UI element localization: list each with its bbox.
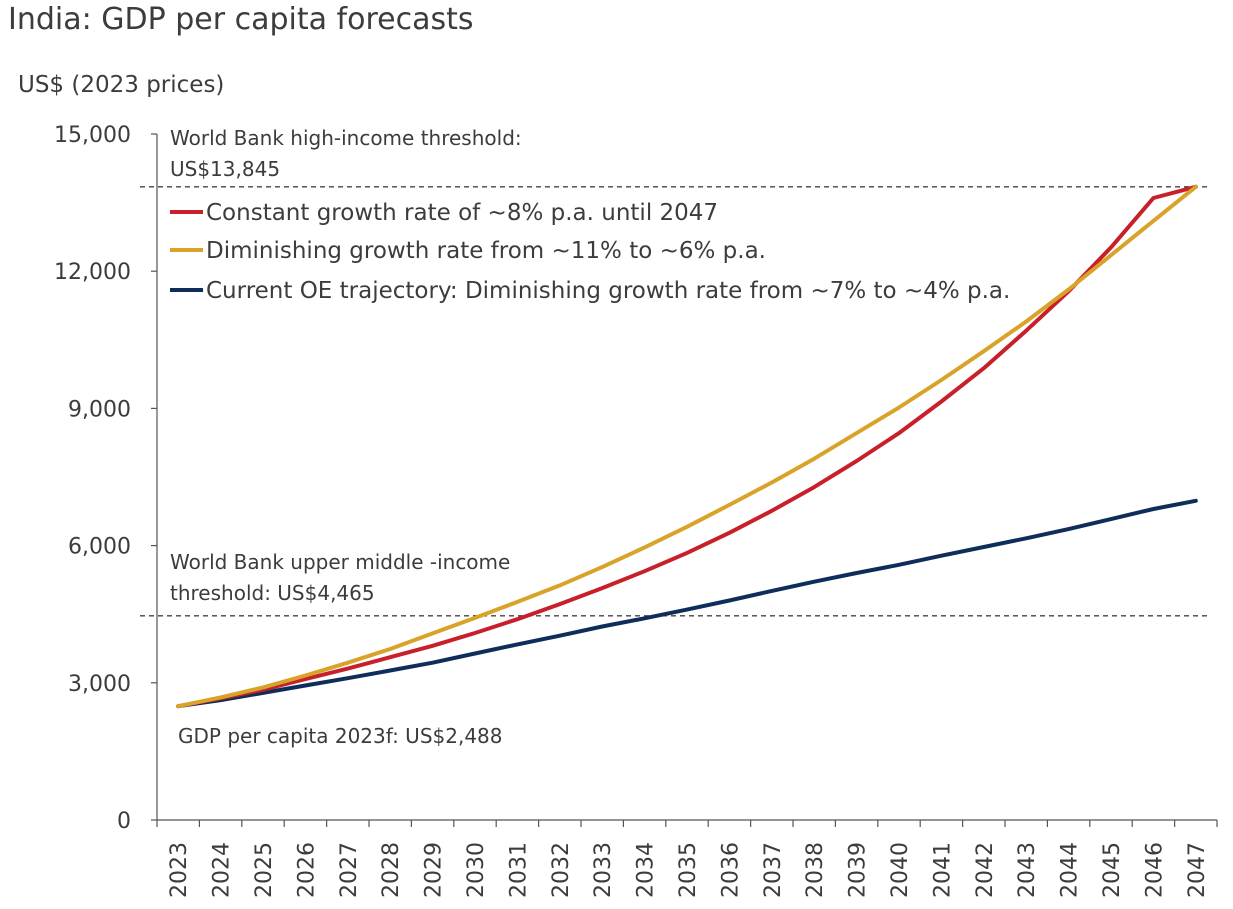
- x-tick-label: 2045: [1100, 842, 1125, 898]
- x-tick-label: 2041: [930, 842, 955, 898]
- y-tick-label: 12,000: [54, 260, 131, 285]
- y-tick-label: 6,000: [68, 535, 131, 560]
- x-tick-label: 2043: [1015, 842, 1040, 898]
- x-tick-label: 2038: [803, 842, 828, 898]
- x-tick-label: 2024: [210, 842, 235, 898]
- start-value-annotation: GDP per capita 2023f: US$2,488: [178, 724, 503, 748]
- x-tick-label: 2031: [506, 842, 531, 898]
- high-income-annotation-line1: World Bank high-income threshold:: [170, 126, 522, 150]
- y-axis-unit-label: US$ (2023 prices): [18, 72, 225, 98]
- legend-label-constant: Constant growth rate of ~8% p.a. until 2…: [206, 200, 718, 226]
- x-tick-label: 2026: [294, 842, 319, 898]
- x-tick-label: 2047: [1185, 842, 1210, 898]
- x-tick-label: 2046: [1142, 842, 1167, 898]
- series-lines: [176, 184, 1198, 709]
- y-tick-label: 0: [117, 809, 131, 834]
- axes: 0 3,000 6,000 9,000 12,000 15,000 2023 2024 2025…: [54, 123, 1218, 898]
- series-line-diminishing: [176, 184, 1198, 709]
- series-line-constant: [176, 184, 1198, 709]
- x-tick-label: 2044: [1058, 842, 1083, 898]
- x-tick-label: 2040: [888, 842, 913, 898]
- reference-lines: [140, 186, 1209, 617]
- legend-label-diminishing: Diminishing growth rate from ~11% to ~6%…: [206, 238, 766, 264]
- x-tick-label: 2042: [973, 842, 998, 898]
- series-line-current: [176, 498, 1198, 709]
- x-tick-label: 2034: [634, 842, 659, 898]
- upper-middle-annotation-line1: World Bank upper middle -income: [170, 550, 510, 574]
- upper-middle-annotation-line2: threshold: US$4,465: [170, 581, 375, 605]
- y-tick-label: 3,000: [68, 672, 131, 697]
- x-tick-label: 2025: [252, 842, 277, 898]
- x-tick-label: 2023: [167, 842, 192, 898]
- x-tick-label: 2039: [846, 842, 871, 898]
- high-income-annotation-line2: US$13,845: [170, 157, 280, 181]
- x-tick-label: 2036: [718, 842, 743, 898]
- y-tick-label: 15,000: [54, 123, 131, 148]
- x-tick-label: 2035: [676, 842, 701, 898]
- y-tick-label: 9,000: [68, 397, 131, 422]
- x-tick-label: 2030: [464, 842, 489, 898]
- legend-label-current: Current OE trajectory: Diminishing growt…: [206, 278, 1010, 304]
- legend: Constant growth rate of ~8% p.a. until 2…: [170, 200, 1010, 304]
- x-tick-label: 2028: [379, 842, 404, 898]
- x-tick-label: 2027: [337, 842, 362, 898]
- x-tick-label: 2032: [549, 842, 574, 898]
- x-tick-label: 2037: [761, 842, 786, 898]
- x-tick-label: 2033: [591, 842, 616, 898]
- chart-title: India: GDP per capita forecasts: [8, 2, 474, 37]
- x-tick-label: 2029: [422, 842, 447, 898]
